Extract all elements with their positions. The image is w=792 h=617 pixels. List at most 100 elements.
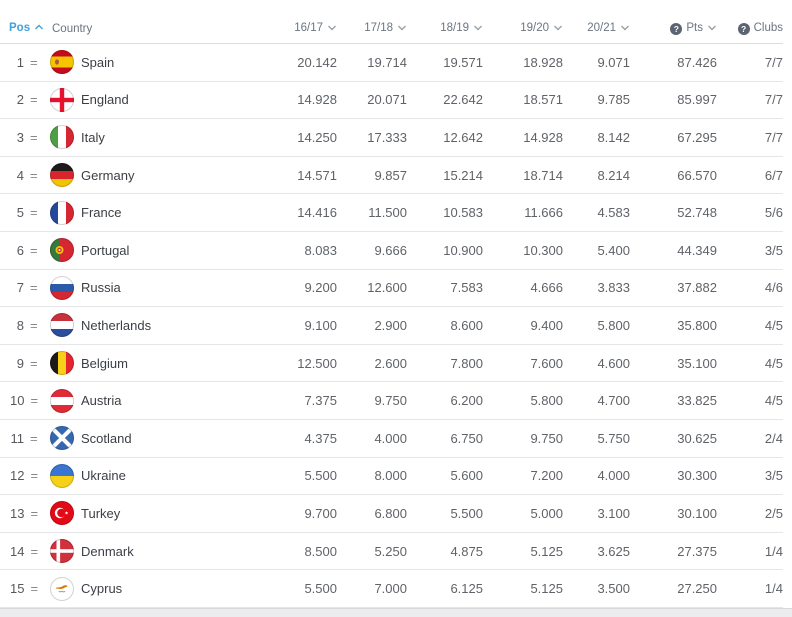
column-header-season-20-21[interactable]: 20/21 [563,22,630,44]
pos-number: 15 [10,581,25,597]
season-value: 9.750 [530,430,563,446]
season-value: 5.750 [597,430,630,446]
season-header-label: 17/18 [364,22,393,34]
belgium-flag [50,351,74,376]
season-value: 5.800 [530,393,563,409]
country-name: Germany [81,167,135,183]
table-row[interactable]: 10 = Austria 7.375 9.750 6.200 5.800 4.7… [0,382,783,420]
table-row[interactable]: 6 = Portugal 8.083 9.666 10.900 10.300 5… [0,232,783,270]
pos-cell: 13 = [0,506,48,521]
ukraine-flag [50,463,74,488]
country-name: Ukraine [81,468,126,484]
season-value: 15.214 [443,167,483,183]
pts-value: 87.426 [677,54,717,70]
column-header-pts[interactable]: ? Pts [630,22,717,44]
country-cell: Ukraine [48,463,210,488]
country-name: Spain [81,54,115,70]
country-name: Russia [81,280,121,296]
column-header-season-16-17[interactable]: 16/17 [210,22,337,44]
season-value: 5.125 [530,581,563,597]
season-value: 7.583 [450,280,483,296]
pts-value: 37.882 [677,280,717,296]
table-row[interactable]: 8 = Netherlands 9.100 2.900 8.600 9.400 … [0,307,783,345]
pos-number: 9 [16,355,24,371]
table-row[interactable]: 7 = Russia 9.200 12.600 7.583 4.666 3.83… [0,270,783,308]
clubs-value: 3/5 [764,242,783,258]
season-value: 5.400 [597,242,630,258]
table-row[interactable]: 1 = Spain 20.142 19.714 19.571 18.928 9.… [0,44,783,82]
season-value: 7.000 [374,581,407,597]
country-name: Belgium [81,355,128,371]
pos-number: 7 [16,280,24,296]
pos-number: 5 [16,205,24,221]
country-cell: Italy [48,125,210,150]
table-row[interactable]: 4 = Germany 14.571 9.857 15.214 18.714 8… [0,157,783,195]
column-header-season-18-19[interactable]: 18/19 [407,22,483,44]
clubs-value: 1/4 [764,543,783,559]
country-cell: Turkey [48,501,210,526]
clubs-value: 4/5 [764,393,783,409]
season-value: 9.666 [374,242,407,258]
pos-number: 10 [10,393,25,409]
pos-trend-equal: = [30,242,38,258]
season-header-label: 20/21 [587,22,616,34]
season-value: 8.083 [304,242,337,258]
pos-cell: 7 = [0,280,48,295]
table-header: Pos Country 16/17 17/18 18/19 [0,0,783,44]
pos-number: 6 [16,242,24,258]
table-row[interactable]: 3 = Italy 14.250 17.333 12.642 14.928 8.… [0,119,783,157]
help-icon[interactable]: ? [737,23,750,35]
season-value: 8.142 [597,129,630,145]
table-row[interactable]: 12 = Ukraine 5.500 8.000 5.600 7.200 4.0… [0,458,783,496]
pos-number: 8 [16,317,24,333]
table-row[interactable]: 13 = Turkey 9.700 6.800 5.500 5.000 3.10… [0,495,783,533]
table-row[interactable]: 9 = Belgium 12.500 2.600 7.800 7.600 4.6… [0,345,783,383]
season-value: 14.928 [523,129,563,145]
season-value: 4.000 [374,430,407,446]
country-cell: Scotland [48,426,210,451]
season-value: 8.500 [304,543,337,559]
season-value: 5.800 [597,317,630,333]
column-header-country[interactable]: Country [48,22,210,44]
country-name: Portugal [81,242,130,258]
scotland-flag [50,426,74,451]
season-value: 7.200 [530,468,563,484]
country-cell: France [48,200,210,225]
country-header-label: Country [52,22,93,35]
season-value: 10.900 [443,242,483,258]
clubs-value: 4/5 [764,317,783,333]
season-value: 14.416 [297,205,337,221]
netherlands-flag [50,313,74,338]
season-value: 7.800 [450,355,483,371]
pts-value: 66.570 [677,167,717,183]
table-row[interactable]: 5 = France 14.416 11.500 10.583 11.666 4… [0,194,783,232]
season-value: 3.100 [597,505,630,521]
help-icon[interactable]: ? [670,22,683,35]
column-header-season-19-20[interactable]: 19/20 [483,22,563,44]
season-value: 14.928 [297,92,337,108]
season-value: 20.071 [367,92,407,108]
column-header-season-17-18[interactable]: 17/18 [337,22,407,44]
country-cell: Germany [48,163,210,188]
pos-trend-equal: = [30,430,38,446]
season-value: 5.125 [530,543,563,559]
table-body: 1 = Spain 20.142 19.714 19.571 18.928 9.… [0,44,783,608]
pos-trend-equal: = [30,54,38,70]
column-header-clubs[interactable]: ? Clubs [717,23,783,43]
pts-value: 67.295 [677,129,717,145]
spain-flag [50,50,74,75]
table-row[interactable]: 2 = England 14.928 20.071 22.642 18.571 … [0,82,783,120]
country-name: Turkey [81,505,121,521]
country-name: France [81,205,122,221]
pos-trend-equal: = [30,505,39,521]
pos-cell: 5 = [0,205,48,220]
clubs-value: 7/7 [764,54,783,70]
table-row[interactable]: 14 = Denmark 8.500 5.250 4.875 5.125 3.6… [0,533,783,571]
chevron-down-icon [473,23,483,36]
clubs-value: 7/7 [764,92,783,108]
season-value: 5.500 [450,505,483,521]
table-row[interactable]: 11 = Scotland 4.375 4.000 6.750 9.750 5.… [0,420,783,458]
table-row[interactable]: 15 = Cyprus 5.500 7.000 6.125 5.125 3.50… [0,570,783,608]
clubs-value: 2/4 [764,430,783,446]
column-header-pos[interactable]: Pos [0,22,48,44]
